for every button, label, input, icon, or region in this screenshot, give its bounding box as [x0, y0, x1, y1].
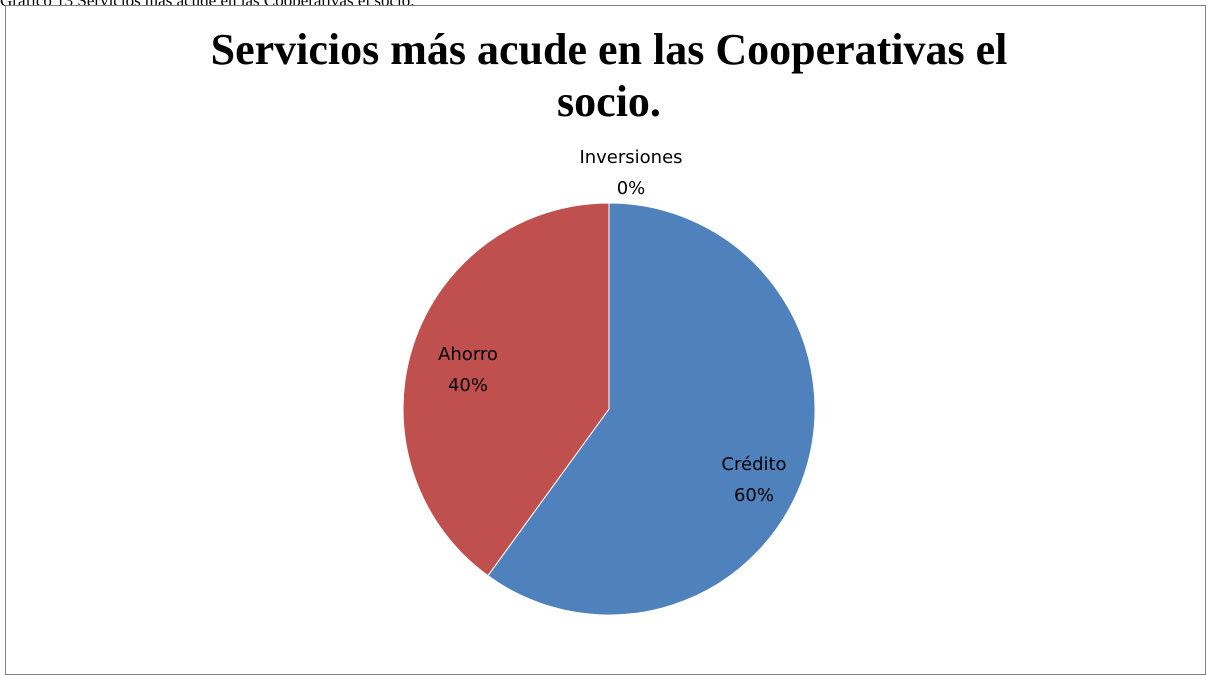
chart-title: Servicios más acude en las Cooperativas … — [0, 24, 1210, 128]
chart-title-line-1: Servicios más acude en las Cooperativas … — [210, 25, 1008, 74]
pie-slice-credito — [487, 202, 816, 616]
data-label-name-credito: Crédito — [721, 454, 786, 475]
chart-title-line-2: socio. — [557, 77, 661, 126]
data-label-name-inversiones: Inversiones — [579, 147, 682, 168]
data-label-percent-inversiones: 0% — [617, 178, 646, 199]
data-label-name-ahorro: Ahorro — [438, 344, 498, 365]
data-label-percent-ahorro: 40% — [448, 375, 488, 396]
data-label-percent-credito: 60% — [734, 485, 774, 506]
pie-slice-ahorro — [402, 202, 610, 577]
